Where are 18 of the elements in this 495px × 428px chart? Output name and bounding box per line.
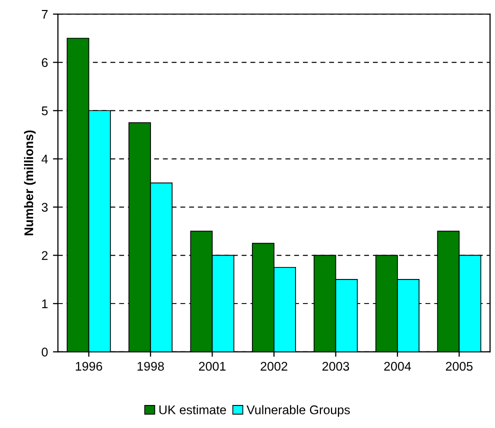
y-tick-label: 0 — [42, 348, 48, 356]
legend-label: UK estimate — [159, 405, 226, 414]
legend-label: Vulnerable Groups — [246, 405, 350, 417]
x-tick-label: 1998 — [138, 362, 164, 371]
y-tick-label: 3 — [42, 202, 48, 212]
x-tick-label: 2003 — [322, 362, 350, 371]
x-tick-label: 2005 — [446, 362, 473, 371]
x-tick-label: 1996 — [76, 362, 102, 371]
y-tick-label: 6 — [42, 58, 48, 68]
y-tick-label: 1 — [42, 300, 48, 308]
x-tick-label: 2001 — [198, 362, 226, 371]
x-tick-label: 2002 — [260, 362, 288, 371]
y-tick-label: 7 — [42, 10, 48, 19]
x-tick-label: 2004 — [384, 362, 411, 371]
y-tick-label: 2 — [42, 251, 48, 260]
y-tick-label: 5 — [42, 106, 48, 116]
y-tick-label: 4 — [42, 154, 48, 164]
y-axis-title: Number (millions) — [24, 130, 36, 236]
